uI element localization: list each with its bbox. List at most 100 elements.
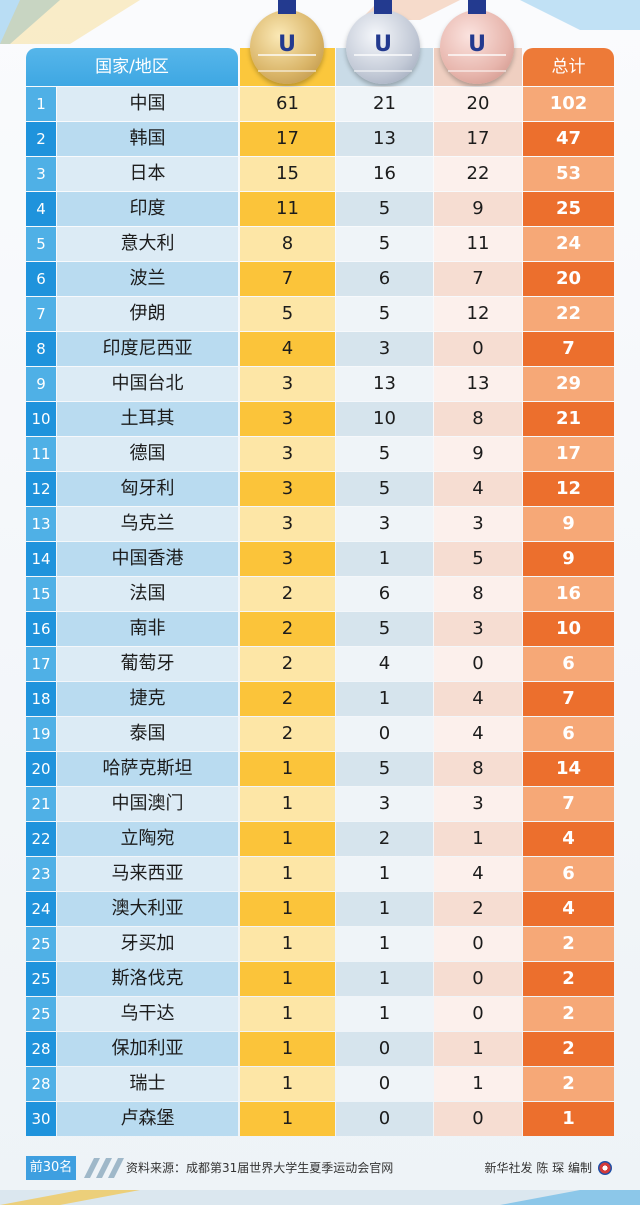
country-cell: 乌干达 xyxy=(57,997,238,1031)
bronze-cell: 8 xyxy=(434,402,522,436)
total-cell: 4 xyxy=(523,892,614,926)
rank-cell: 2 xyxy=(26,122,56,156)
gold-cell: 3 xyxy=(240,402,335,436)
gold-cell: 1 xyxy=(240,927,335,961)
total-cell: 21 xyxy=(523,402,614,436)
total-cell: 6 xyxy=(523,717,614,751)
table-row: 7 伊朗 5 5 12 22 xyxy=(26,297,614,332)
silver-medal-icon: U xyxy=(346,0,420,84)
table-row: 4 印度 11 5 9 25 xyxy=(26,192,614,227)
silver-cell: 5 xyxy=(336,227,433,261)
rank-cell: 3 xyxy=(26,157,56,191)
gold-cell: 1 xyxy=(240,857,335,891)
gold-cell: 1 xyxy=(240,787,335,821)
total-cell: 6 xyxy=(523,647,614,681)
table-row: 13 乌克兰 3 3 3 9 xyxy=(26,507,614,542)
silver-cell: 1 xyxy=(336,927,433,961)
gold-medal-icon: U xyxy=(250,0,324,84)
country-cell: 乌克兰 xyxy=(57,507,238,541)
country-cell: 韩国 xyxy=(57,122,238,156)
total-cell: 7 xyxy=(523,682,614,716)
silver-cell: 1 xyxy=(336,857,433,891)
total-cell: 6 xyxy=(523,857,614,891)
bronze-cell: 0 xyxy=(434,997,522,1031)
country-cell: 葡萄牙 xyxy=(57,647,238,681)
table-row: 14 中国香港 3 1 5 9 xyxy=(26,542,614,577)
xinhua-logo-icon xyxy=(598,1161,612,1175)
total-cell: 14 xyxy=(523,752,614,786)
total-cell: 25 xyxy=(523,192,614,226)
gold-cell: 11 xyxy=(240,192,335,226)
rank-cell: 1 xyxy=(26,87,56,121)
country-cell: 法国 xyxy=(57,577,238,611)
total-cell: 1 xyxy=(523,1102,614,1136)
silver-cell: 13 xyxy=(336,122,433,156)
table-row: 28 瑞士 1 0 1 2 xyxy=(26,1067,614,1102)
rank-cell: 7 xyxy=(26,297,56,331)
bronze-cell: 0 xyxy=(434,1102,522,1136)
silver-cell: 3 xyxy=(336,507,433,541)
bronze-cell: 8 xyxy=(434,577,522,611)
table-row: 24 澳大利亚 1 1 2 4 xyxy=(26,892,614,927)
table-row: 1 中国 61 21 20 102 xyxy=(26,87,614,122)
gold-cell: 2 xyxy=(240,612,335,646)
rank-cell: 5 xyxy=(26,227,56,261)
table-row: 30 卢森堡 1 0 0 1 xyxy=(26,1102,614,1137)
bronze-cell: 9 xyxy=(434,437,522,471)
country-cell: 匈牙利 xyxy=(57,472,238,506)
silver-cell: 1 xyxy=(336,892,433,926)
bronze-cell: 1 xyxy=(434,1067,522,1101)
rank-cell: 15 xyxy=(26,577,56,611)
bottom-decoration xyxy=(0,1190,640,1205)
table-row: 17 葡萄牙 2 4 0 6 xyxy=(26,647,614,682)
footer-source: 资料来源：成都第31届世界大学生夏季运动会官网 xyxy=(126,1161,394,1175)
bronze-cell: 8 xyxy=(434,752,522,786)
total-cell: 7 xyxy=(523,332,614,366)
silver-cell: 4 xyxy=(336,647,433,681)
gold-cell: 1 xyxy=(240,997,335,1031)
silver-cell: 0 xyxy=(336,1067,433,1101)
country-cell: 捷克 xyxy=(57,682,238,716)
country-cell: 印度尼西亚 xyxy=(57,332,238,366)
bronze-cell: 0 xyxy=(434,332,522,366)
bronze-cell: 20 xyxy=(434,87,522,121)
silver-cell: 0 xyxy=(336,1032,433,1066)
rank-cell: 11 xyxy=(26,437,56,471)
total-cell: 47 xyxy=(523,122,614,156)
country-cell: 伊朗 xyxy=(57,297,238,331)
country-cell: 中国香港 xyxy=(57,542,238,576)
total-cell: 2 xyxy=(523,997,614,1031)
gold-cell: 1 xyxy=(240,752,335,786)
country-cell: 南非 xyxy=(57,612,238,646)
gold-cell: 1 xyxy=(240,1102,335,1136)
silver-cell: 16 xyxy=(336,157,433,191)
bronze-cell: 13 xyxy=(434,367,522,401)
country-cell: 印度 xyxy=(57,192,238,226)
table-row: 6 波兰 7 6 7 20 xyxy=(26,262,614,297)
gold-cell: 3 xyxy=(240,542,335,576)
rank-cell: 25 xyxy=(26,962,56,996)
bronze-cell: 17 xyxy=(434,122,522,156)
silver-cell: 6 xyxy=(336,262,433,296)
table-row: 12 匈牙利 3 5 4 12 xyxy=(26,472,614,507)
total-cell: 12 xyxy=(523,472,614,506)
country-cell: 牙买加 xyxy=(57,927,238,961)
country-cell: 立陶宛 xyxy=(57,822,238,856)
rank-cell: 17 xyxy=(26,647,56,681)
table-row: 9 中国台北 3 13 13 29 xyxy=(26,367,614,402)
table-row: 10 土耳其 3 10 8 21 xyxy=(26,402,614,437)
country-cell: 瑞士 xyxy=(57,1067,238,1101)
total-cell: 4 xyxy=(523,822,614,856)
silver-cell: 3 xyxy=(336,332,433,366)
stripes-decoration xyxy=(84,1158,124,1178)
bronze-cell: 22 xyxy=(434,157,522,191)
gold-cell: 1 xyxy=(240,1067,335,1101)
total-cell: 22 xyxy=(523,297,614,331)
bronze-cell: 0 xyxy=(434,927,522,961)
total-cell: 2 xyxy=(523,927,614,961)
rank-cell: 6 xyxy=(26,262,56,296)
country-cell: 卢森堡 xyxy=(57,1102,238,1136)
silver-cell: 10 xyxy=(336,402,433,436)
gold-cell: 3 xyxy=(240,472,335,506)
